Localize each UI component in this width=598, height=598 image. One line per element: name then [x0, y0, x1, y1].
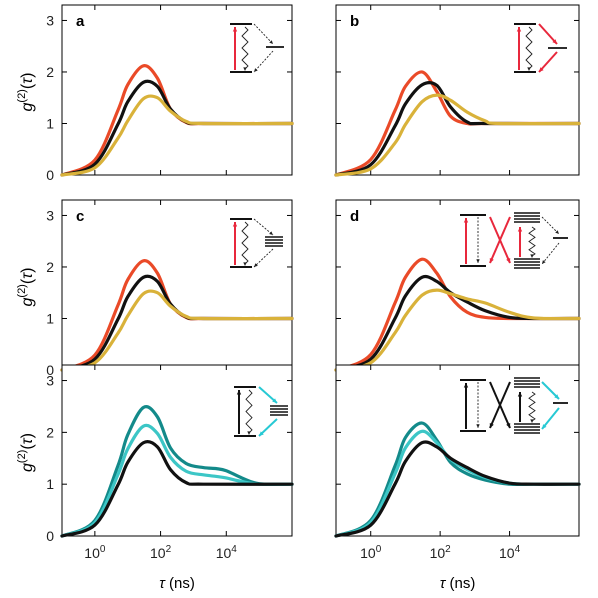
- series-line-black: [334, 274, 581, 372]
- series-line-gold: [60, 94, 294, 177]
- x-tick-label: 104: [499, 544, 521, 561]
- plot-frame: [61, 199, 293, 371]
- y-axis-label: g(2)(τ): [16, 73, 36, 112]
- panel-label: a: [76, 13, 85, 30]
- y-tick-label: 0: [46, 167, 54, 183]
- panel-c: 0 1 2 3 c g(2)(τ): [16, 199, 294, 378]
- panel-d: d: [334, 199, 581, 372]
- y-tick-label: 3: [46, 373, 54, 389]
- plot-frame: [335, 199, 580, 371]
- y-axis-label-text: g(2)(τ): [16, 268, 36, 307]
- y-axis-label: g(2)(τ): [16, 268, 36, 307]
- series-line-black: [334, 80, 581, 177]
- y-tick-label: 2: [46, 259, 54, 275]
- series-line-red: [334, 257, 581, 372]
- y-tick-label: 3: [46, 207, 54, 223]
- level-diagram-direct-decay-icon: [230, 23, 284, 73]
- y-axis-label-text: g(2)(τ): [16, 433, 36, 472]
- panel-label: c: [76, 208, 84, 225]
- level-diagram-multilevel-icon: [230, 218, 283, 268]
- y-tick-label: 1: [46, 476, 54, 492]
- panel-b: b: [334, 4, 581, 177]
- y-tick-label: 1: [46, 310, 54, 326]
- x-tick-label: 104: [216, 544, 238, 561]
- plot-frame: [335, 4, 580, 176]
- y-axis-label-text: g(2)(τ): [16, 73, 36, 112]
- x-tick-label: 102: [150, 544, 172, 561]
- panel-f: 100 102 104 τ (ns): [334, 364, 581, 592]
- series-line-black: [60, 440, 294, 538]
- x-axis-label: τ (ns): [159, 575, 195, 592]
- x-tick-label: 102: [430, 544, 452, 561]
- y-tick-label: 1: [46, 115, 54, 131]
- plot-frame: [61, 4, 293, 176]
- x-tick-label: 100: [360, 544, 382, 561]
- x-tick-label: 100: [84, 544, 106, 561]
- series-line-teal_dark: [60, 405, 294, 538]
- level-diagram-red-arrows-icon: [514, 23, 567, 73]
- panel-label: b: [350, 13, 359, 30]
- y-tick-label: 0: [46, 362, 54, 378]
- y-tick-label: 0: [46, 528, 54, 544]
- y-tick-label: 2: [46, 424, 54, 440]
- series-line-black: [334, 440, 581, 538]
- plot-frame: [61, 364, 293, 537]
- y-axis-label: g(2)(τ): [16, 433, 36, 472]
- series-line-gold: [60, 289, 294, 372]
- series-line-teal_light: [60, 423, 294, 538]
- y-tick-label: 3: [46, 12, 54, 28]
- level-diagram-crossing-red-icon: [460, 212, 568, 269]
- x-axis-label: τ (ns): [440, 575, 476, 592]
- panel-a: 0 1 2 3 a g(2)(τ): [16, 4, 294, 183]
- level-diagram-crossing-cyan-icon: [460, 377, 568, 434]
- plot-frame: [335, 364, 580, 537]
- series-line-gold: [334, 288, 581, 372]
- panel-e: 0 1 2 3 100 102 104 g(2)(τ) τ (ns): [16, 364, 294, 592]
- y-tick-label: 2: [46, 64, 54, 80]
- panel-label: d: [350, 208, 359, 225]
- series-line-gold: [334, 93, 581, 177]
- level-diagram-cyan-arrows-icon: [234, 386, 288, 437]
